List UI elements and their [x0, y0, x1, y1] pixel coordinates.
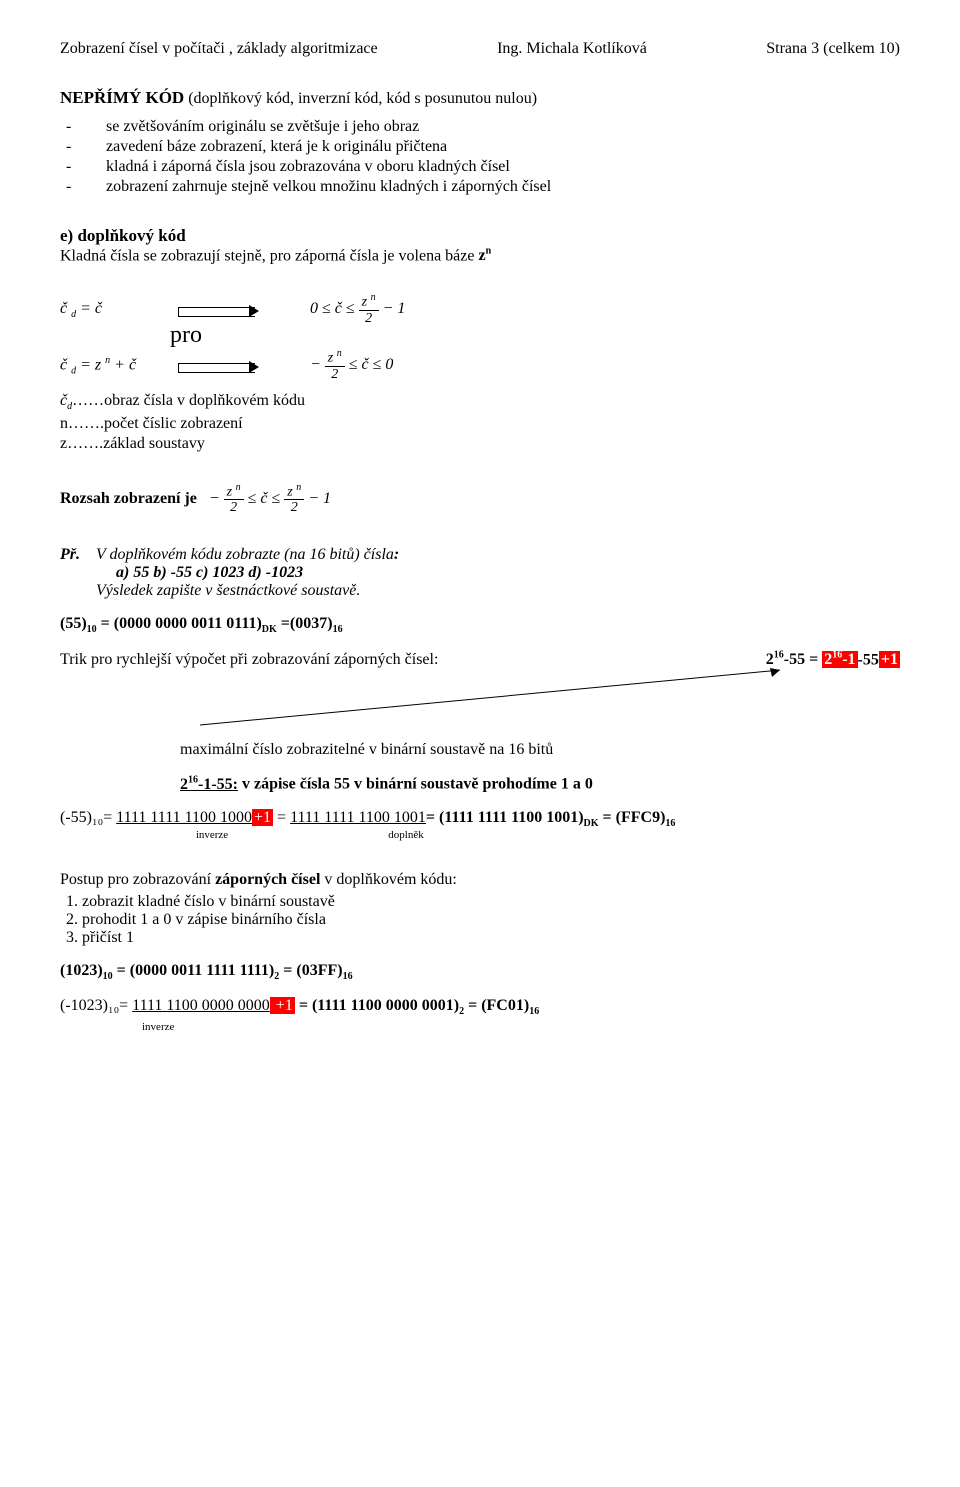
neg55-a: (-55)₁₀= [60, 809, 116, 826]
header-right: Strana 3 (celkem 10) [766, 40, 900, 58]
postup-item: zobrazit kladné číslo v binární soustavě [82, 893, 900, 911]
example-text1: V doplňkovém kódu zobrazte (na 16 bitů) … [96, 546, 399, 563]
header-center: Ing. Michala Kotlíková [497, 40, 647, 58]
sec-e-n: n [486, 246, 492, 257]
example-block: Př. V doplňkovém kódu zobrazte (na 16 bi… [60, 546, 900, 600]
neg55-d: = [273, 809, 290, 826]
bullet-dash: - [60, 118, 106, 136]
bullet-text: zobrazení zahrnuje stejně velkou množinu… [106, 178, 551, 196]
def-cd: čd……obraz čísla v doplňkovém kódu [60, 392, 900, 412]
rozsah-row: Rozsah zobrazení je − z n2 ≤ č ≤ z n2 − … [60, 483, 900, 516]
trick-text: Trik pro rychlejší výpočet při zobrazová… [60, 651, 438, 669]
calc-55: (55)10 = (0000 0000 0011 0111)DK =(0037)… [60, 615, 900, 635]
main-heading-sub: (doplňkový kód, inverzní kód, kód s posu… [184, 90, 537, 107]
main-heading: NEPŘÍMÝ KÓD (doplňkový kód, inverzní kód… [60, 88, 900, 108]
equation-block: č d = č 0 ≤ č ≤ z n2 − 1 pro č d = z n +… [60, 293, 900, 382]
section-e-text: Kladná čísla se zobrazují stejně, pro zá… [60, 246, 900, 265]
bullet-dash: - [60, 178, 106, 196]
pro-label: pro [170, 322, 310, 349]
sec-e-z: z [478, 247, 485, 264]
neg55-labels: inverze doplněk [60, 829, 900, 841]
eq-right-1: 0 ≤ č ≤ z n2 − 1 [310, 293, 405, 326]
neg1023-label: inverze [60, 1017, 900, 1035]
inverze-label-1: inverze [124, 829, 300, 841]
bullet-dash: - [60, 138, 106, 156]
trick-eq: 216-55 = 216-1-55+1 [766, 650, 900, 669]
postup-item: prohodit 1 a 0 v zápise binárního čísla [82, 911, 900, 929]
eq-left-1: č d = č [60, 300, 170, 320]
example-line2: a) 55 b) -55 c) 1023 d) -1023 [60, 564, 900, 582]
main-heading-bold: NEPŘÍMÝ KÓD [60, 88, 184, 107]
calc-1023: (1023)10 = (0000 0011 1111 1111)2 = (03F… [60, 962, 900, 982]
section-e-heading: e) doplňkový kód [60, 226, 900, 246]
header-left: Zobrazení čísel v počítači , základy alg… [60, 40, 378, 58]
def-n: n…….počet číslic zobrazení [60, 415, 900, 433]
sec-e-a: Kladná čísla se zobrazují stejně, pro zá… [60, 247, 478, 264]
postup-item: přičíst 1 [82, 929, 900, 947]
rozsah-eq: − z n2 ≤ č ≤ z n2 − 1 [209, 490, 331, 507]
page-header: Zobrazení čísel v počítači , základy alg… [60, 40, 900, 58]
bullet-item: -kladná i záporná čísla jsou zobrazována… [60, 158, 900, 176]
def-list: čd……obraz čísla v doplňkovém kódu n…….po… [60, 392, 900, 452]
inverze-label-2: inverze [142, 1021, 174, 1033]
eq-arrow-1 [170, 297, 310, 323]
max-text: maximální číslo zobrazitelné v binární s… [60, 741, 900, 759]
postup-title: Postup pro zobrazování záporných čísel v… [60, 871, 900, 889]
bullet-text: zavedení báze zobrazení, která je k orig… [106, 138, 447, 156]
bullet-text: se zvětšováním originálu se zvětšuje i j… [106, 118, 419, 136]
neg55-c: +1 [252, 809, 273, 826]
neg55-b: 1111 1111 1100 1000 [116, 809, 252, 826]
example-label: Př. [60, 546, 80, 563]
postup-list: zobrazit kladné číslo v binární soustavě… [60, 893, 900, 947]
calc-neg55: (-55)₁₀= 1111 1111 1100 1000+1 = 1111 11… [60, 809, 900, 829]
trick-arrow-svg [60, 665, 900, 735]
calc-neg1023: (-1023)₁₀= 1111 1100 0000 0000 +1 = (111… [60, 997, 900, 1017]
example-options: a) 55 b) -55 c) 1023 d) -1023 [116, 564, 303, 581]
eq-left-2: č d = z n + č [60, 355, 170, 377]
postup-block: Postup pro zobrazování záporných čísel v… [60, 871, 900, 947]
example-line3: Výsledek zapište v šestnáctkové soustavě… [60, 582, 900, 600]
bullet-item: -zavedení báze zobrazení, která je k ori… [60, 138, 900, 156]
rozsah-label: Rozsah zobrazení je [60, 490, 197, 507]
equation-row-2: č d = z n + č − z n2 ≤ č ≤ 0 [60, 349, 900, 382]
bullet-item: -zobrazení zahrnuje stejně velkou množin… [60, 178, 900, 196]
eq-arrow-2 [170, 353, 310, 379]
bullet-text: kladná i záporná čísla jsou zobrazována … [106, 158, 510, 176]
postup-bold: záporných čísel [215, 871, 320, 888]
neg55-e: 1111 1111 1100 1001 [290, 809, 426, 826]
bullet-dash: - [60, 158, 106, 176]
def-z: z…….základ soustavy [60, 435, 900, 453]
neg1023-a: (-1023)₁₀= [60, 997, 132, 1014]
doplnek-label: doplněk [322, 829, 490, 841]
neg1023-b: 1111 1100 0000 0000 [132, 997, 270, 1014]
eq-right-2: − z n2 ≤ č ≤ 0 [310, 349, 393, 382]
bullet-list: -se zvětšováním originálu se zvětšuje i … [60, 118, 900, 196]
bullet-item: -se zvětšováním originálu se zvětšuje i … [60, 118, 900, 136]
swap-line: 216-1-55: v zápise čísla 55 v binární so… [60, 774, 900, 793]
example-line1: Př. V doplňkovém kódu zobrazte (na 16 bi… [60, 546, 900, 564]
def-cd-text: ……obraz čísla v doplňkovém kódu [72, 392, 305, 409]
equation-pro: pro [60, 322, 900, 349]
neg1023-c: +1 [270, 997, 295, 1014]
